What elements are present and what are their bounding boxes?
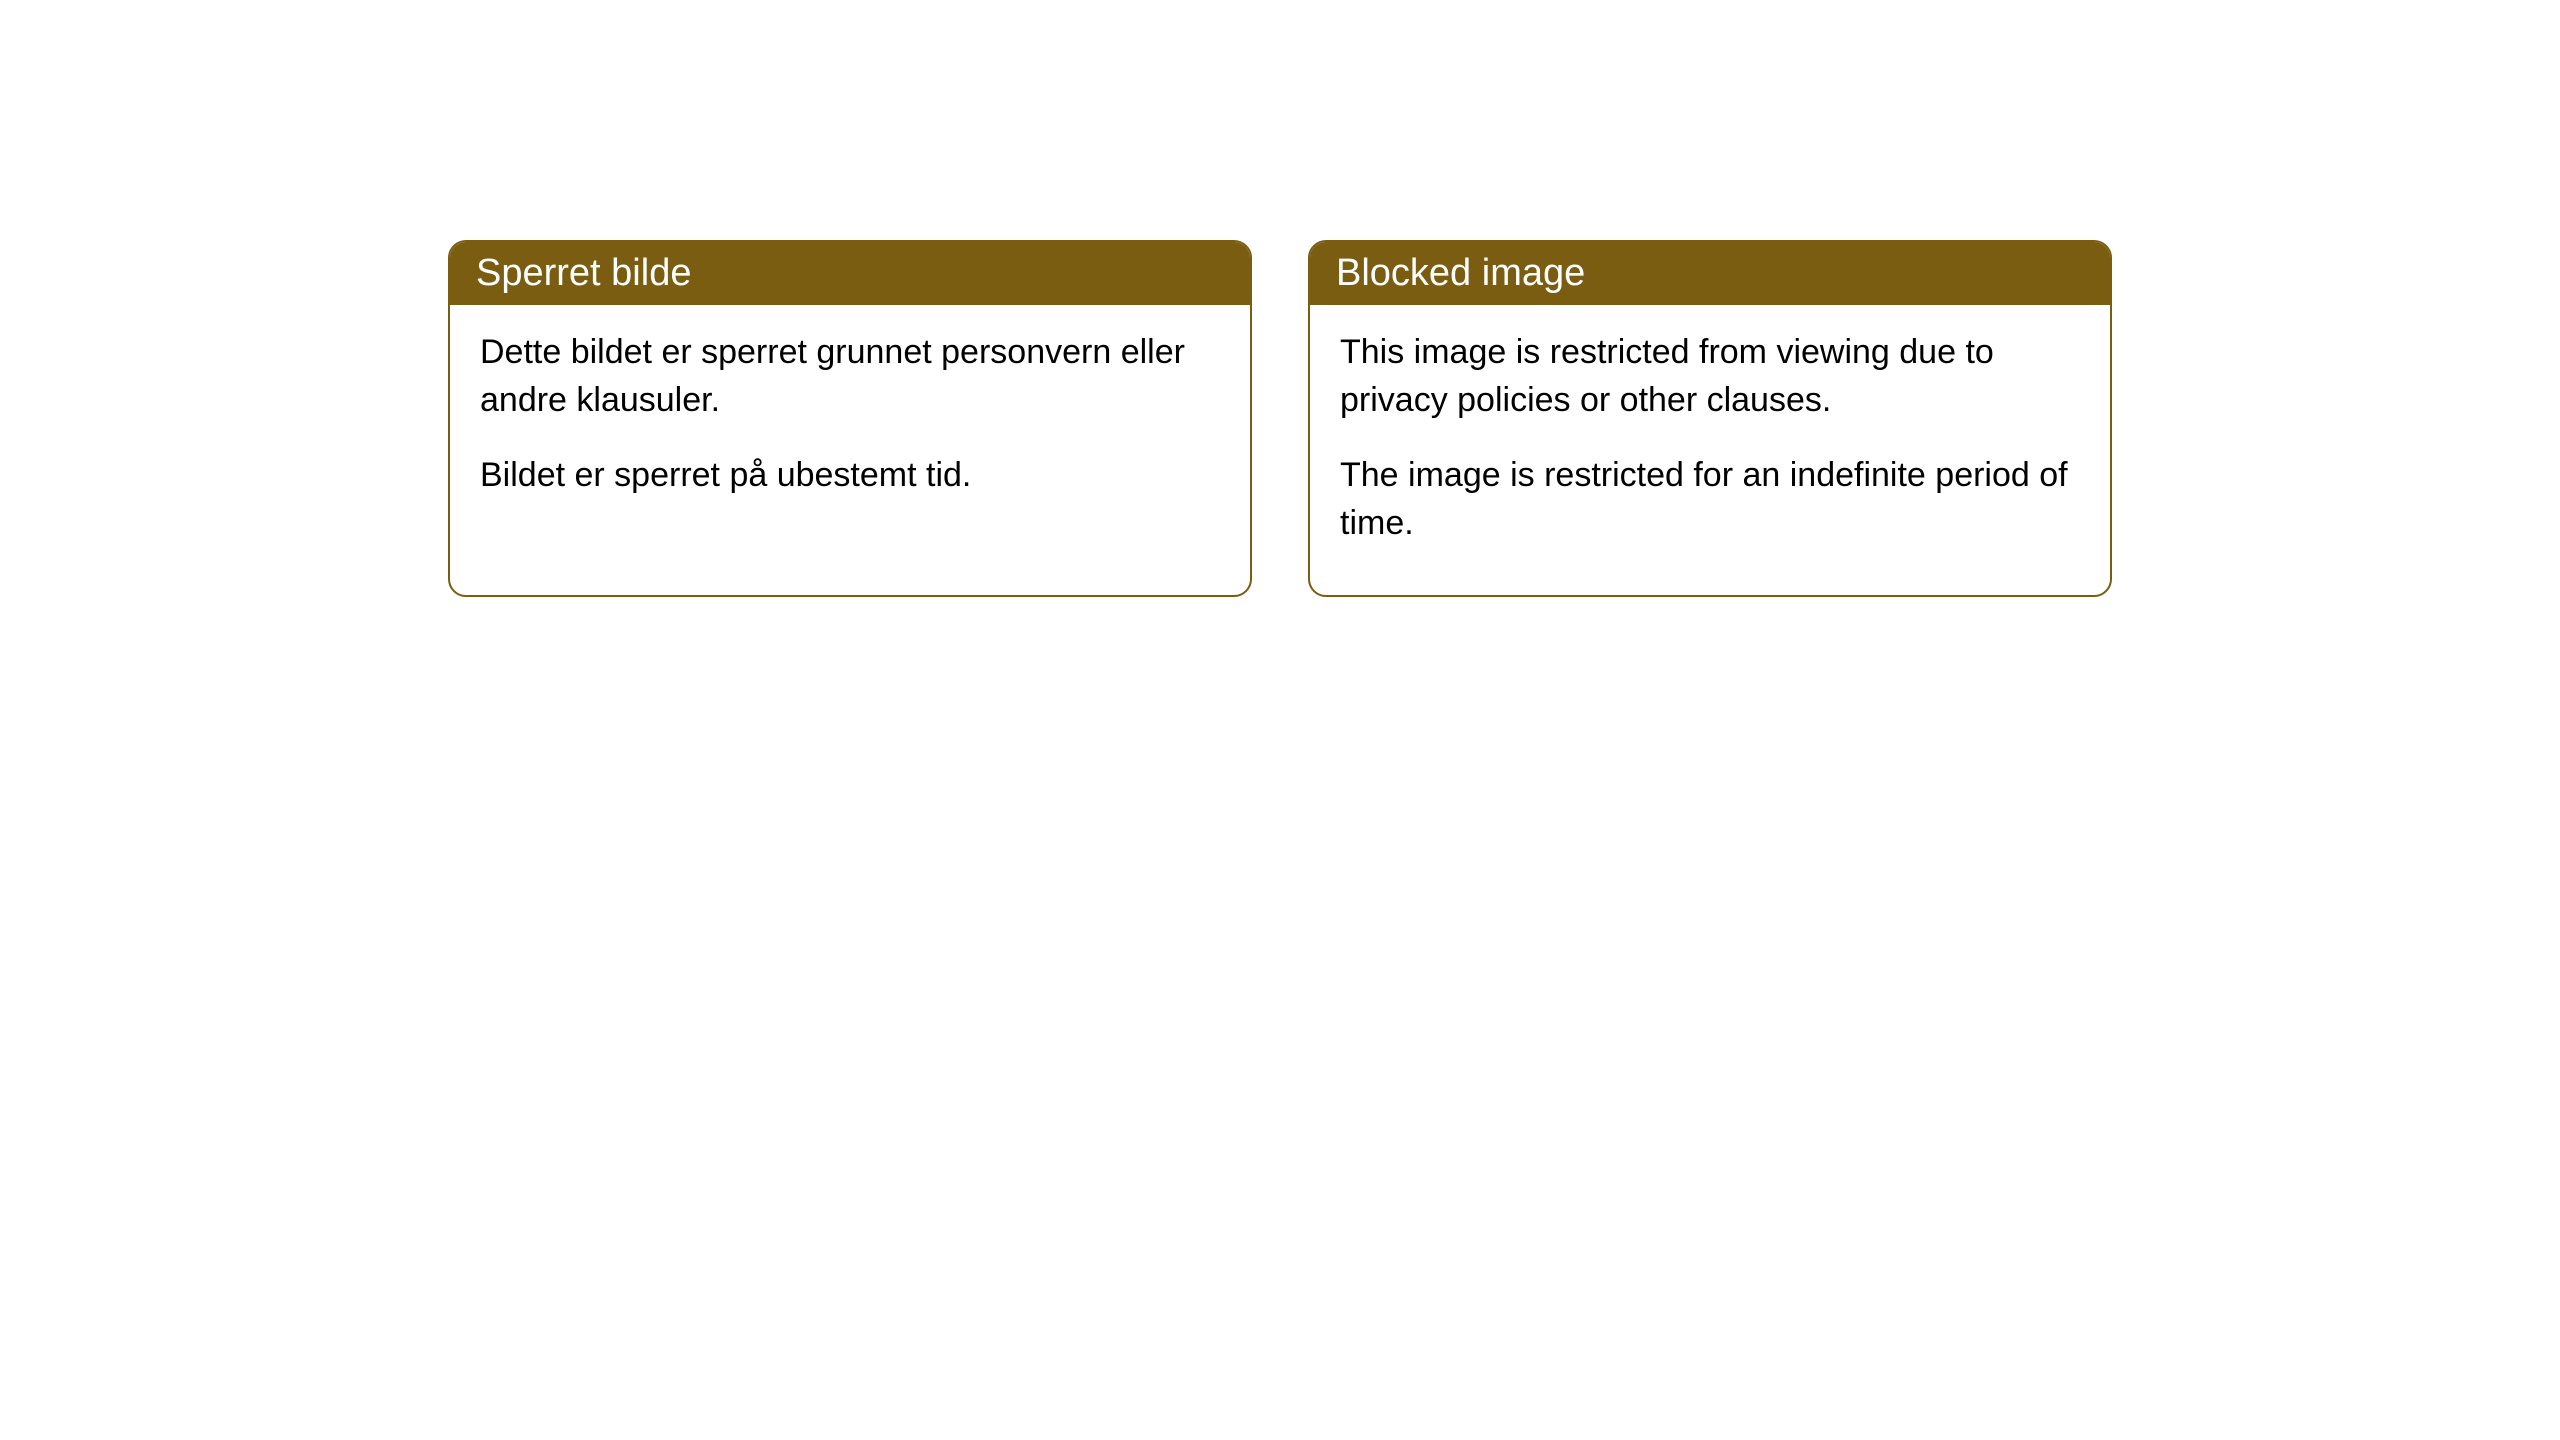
card-container: Sperret bilde Dette bildet er sperret gr… bbox=[0, 0, 2560, 597]
card-paragraph-en-1: This image is restricted from viewing du… bbox=[1340, 329, 2080, 424]
card-body-en: This image is restricted from viewing du… bbox=[1310, 305, 2110, 595]
card-header-no: Sperret bilde bbox=[450, 242, 1250, 305]
card-paragraph-no-1: Dette bildet er sperret grunnet personve… bbox=[480, 329, 1220, 424]
card-paragraph-no-2: Bildet er sperret på ubestemt tid. bbox=[480, 452, 1220, 500]
card-paragraph-en-2: The image is restricted for an indefinit… bbox=[1340, 452, 2080, 547]
blocked-image-card-en: Blocked image This image is restricted f… bbox=[1308, 240, 2112, 597]
blocked-image-card-no: Sperret bilde Dette bildet er sperret gr… bbox=[448, 240, 1252, 597]
card-body-no: Dette bildet er sperret grunnet personve… bbox=[450, 305, 1250, 548]
card-header-en: Blocked image bbox=[1310, 242, 2110, 305]
